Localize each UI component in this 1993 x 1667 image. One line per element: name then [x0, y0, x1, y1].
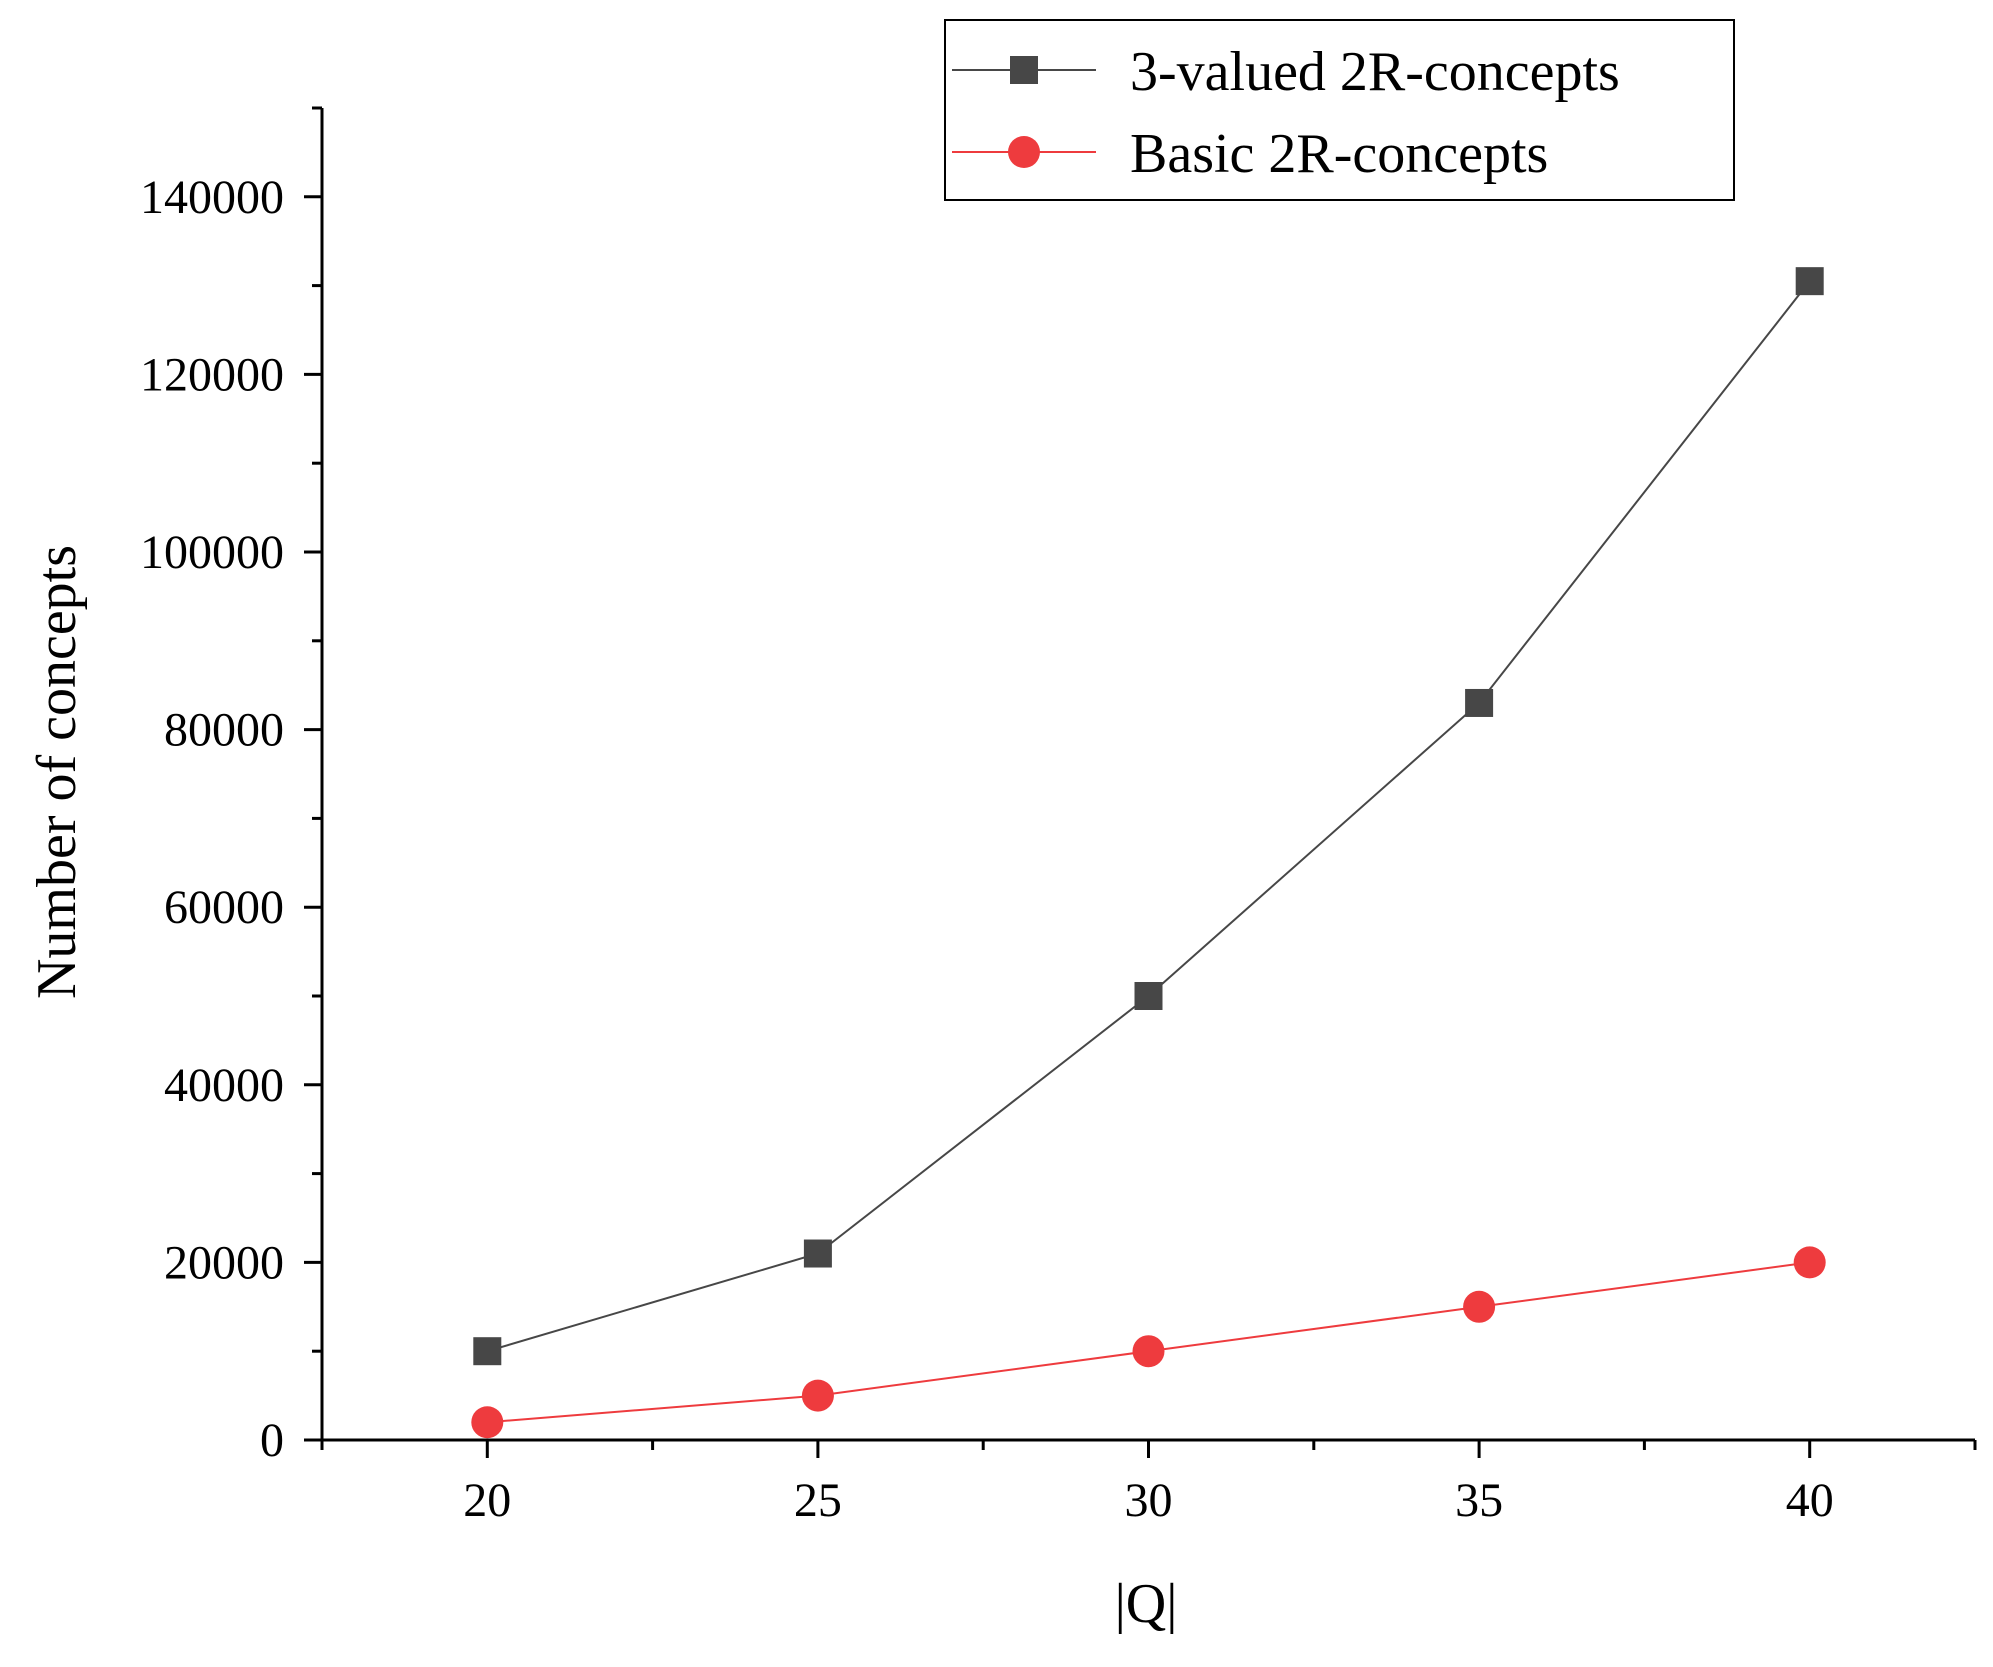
series-line [487, 280, 1811, 1353]
data-point-circle [1793, 1246, 1826, 1279]
legend-marker-circle [1008, 136, 1040, 168]
legend-marker-square [1010, 56, 1038, 84]
x-axis-title: |Q| [1115, 1573, 1178, 1635]
legend-label: 3-valued 2R-concepts [1130, 41, 1620, 103]
data-point-square [473, 1337, 502, 1366]
y-tick-label: 20000 [164, 1236, 284, 1289]
y-tick-label: 120000 [140, 348, 284, 401]
y-tick-label: 40000 [164, 1059, 284, 1112]
data-point-circle [471, 1406, 504, 1439]
y-tick-label: 0 [260, 1414, 284, 1467]
data-point-square [803, 1239, 832, 1268]
legend-box [944, 19, 1735, 201]
x-tick-label: 20 [463, 1474, 511, 1527]
series-1 [473, 267, 1824, 1366]
x-tick-label: 35 [1455, 1474, 1503, 1527]
y-tick-label: 100000 [140, 526, 284, 579]
x-tick-label: 40 [1786, 1474, 1834, 1527]
data-point-circle [1463, 1290, 1496, 1323]
data-point-square [1134, 982, 1163, 1010]
data-point-circle [1132, 1335, 1165, 1368]
legend-label: Basic 2R-concepts [1130, 123, 1548, 185]
y-tick-label: 140000 [140, 171, 284, 224]
y-tick-label: 80000 [164, 704, 284, 757]
series-2 [471, 1246, 1826, 1439]
data-point-circle [801, 1379, 834, 1412]
data-point-square [1465, 688, 1494, 717]
x-tick-label: 30 [1125, 1474, 1173, 1527]
legend: 3-valued 2R-concepts Basic 2R-concepts [944, 19, 1735, 201]
x-tick-label: 25 [794, 1474, 842, 1527]
series-layer [471, 267, 1826, 1439]
axes: 0 20000 40000 60000 80000 100000 120000 140000 2… [140, 106, 1977, 1527]
y-axis-title: Number of concepts [26, 545, 88, 999]
y-tick-label: 60000 [164, 881, 284, 934]
data-point-square [1795, 267, 1824, 296]
